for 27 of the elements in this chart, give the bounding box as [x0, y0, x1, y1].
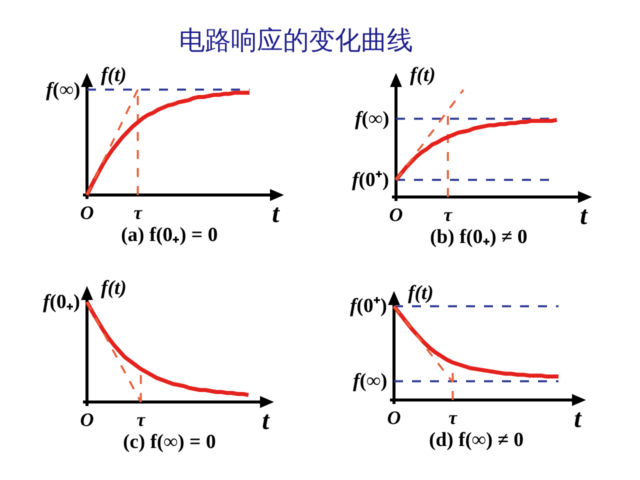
x-tick-label: τ	[134, 203, 143, 224]
ref-line-label: f(∞)	[355, 108, 390, 130]
y-axis-title: f(t)	[410, 64, 436, 86]
x-tick-label: τ	[136, 410, 146, 431]
text: (c) f(∞) = 0	[123, 431, 216, 453]
x-tick-label: τ	[444, 205, 453, 226]
x-tick-label: O	[80, 203, 94, 224]
ref-line-label: f(0⁺)	[352, 169, 389, 191]
x-axis-title: t	[262, 406, 270, 435]
y-axis-title: f(t)	[101, 277, 127, 299]
x-tick-label: O	[389, 205, 404, 226]
ref-line-label: f(∞)	[46, 79, 80, 101]
x-tick-label: O	[80, 410, 94, 431]
chart-title: 电路响应的变化曲线	[179, 26, 413, 56]
x-axis-title: t	[580, 201, 588, 230]
ref-line-label: f(∞)	[353, 370, 388, 392]
annotation: f(0₊)	[43, 291, 80, 313]
ref-line-label: f(0⁺)	[350, 295, 387, 317]
x-tick-label: τ	[448, 408, 458, 429]
text: (d) f(∞) ≠ 0	[429, 429, 524, 451]
text: (a) f(0₊) = 0	[121, 224, 218, 246]
y-axis-title: f(t)	[101, 64, 127, 86]
x-axis-title: t	[272, 199, 280, 228]
x-tick-label: O	[387, 408, 402, 429]
x-axis-title: t	[574, 404, 582, 433]
text: (b) f(0₊) ≠ 0	[430, 226, 528, 248]
y-axis-title: f(t)	[408, 282, 434, 304]
